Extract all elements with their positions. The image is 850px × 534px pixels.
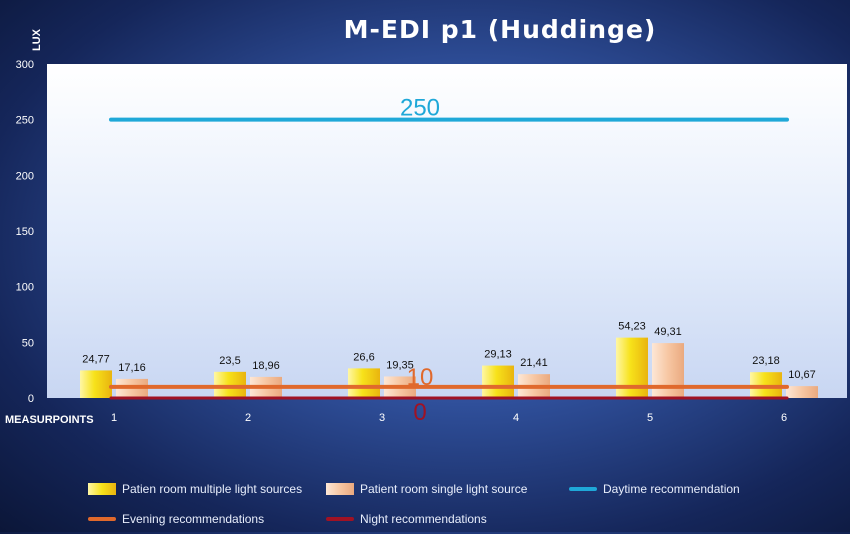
- x-tick-label: 3: [379, 412, 385, 424]
- data-label: 10,67: [788, 369, 816, 381]
- bar: [616, 337, 648, 398]
- legend-item-evening: Evening recommendations: [88, 512, 318, 526]
- chart-title: M-EDI p1 (Huddinge): [344, 15, 657, 44]
- reference-line-label: 0: [413, 399, 426, 426]
- data-label: 18,96: [252, 360, 280, 372]
- y-tick-label: 100: [16, 282, 34, 294]
- legend-item-daytime: Daytime recommendation: [569, 482, 740, 496]
- bar: [786, 386, 818, 398]
- x-axis-label: MEASURPOINTS: [5, 414, 94, 426]
- legend-item-multiple-light: Patien room multiple light sources: [88, 482, 318, 496]
- legend-label-daytime: Daytime recommendation: [603, 482, 740, 496]
- legend-item-night: Night recommendations: [326, 512, 487, 526]
- x-tick-label: 1: [111, 412, 117, 424]
- legend-label-multiple-light: Patien room multiple light sources: [122, 482, 303, 496]
- x-tick-label: 5: [647, 412, 653, 424]
- legend-label-night: Night recommendations: [360, 512, 487, 526]
- reference-line-label: 10: [407, 364, 434, 391]
- x-tick-label: 4: [513, 412, 519, 424]
- y-tick-label: 150: [16, 226, 34, 238]
- y-tick-label: 300: [16, 59, 34, 71]
- data-label: 26,6: [353, 351, 374, 363]
- x-tick-label: 2: [245, 412, 251, 424]
- data-label: 23,5: [219, 355, 240, 367]
- bar: [348, 368, 380, 398]
- legend-swatch-night: [326, 517, 354, 521]
- data-label: 23,18: [752, 355, 780, 367]
- legend: Patien room multiple light sources Patie…: [88, 474, 828, 534]
- legend-label-evening: Evening recommendations: [122, 512, 265, 526]
- legend-swatch-daytime: [569, 487, 597, 491]
- data-label: 49,31: [654, 326, 682, 338]
- y-tick-label: 50: [22, 337, 34, 349]
- data-label: 54,23: [618, 321, 646, 333]
- legend-swatch-multiple-light: [88, 483, 116, 495]
- legend-swatch-evening: [88, 517, 116, 521]
- data-label: 17,16: [118, 362, 146, 374]
- bars-group: 24,77 17,16 23,5 18,96 26,6 19,35 29,13 21,41 54…: [80, 321, 818, 398]
- y-tick-label: 250: [16, 115, 34, 127]
- bar: [652, 343, 684, 398]
- y-tick-label: 200: [16, 170, 34, 182]
- reference-lines-group: 250 10 0: [109, 95, 789, 426]
- x-axis-ticks: 1 2 3 4 5 6: [111, 412, 787, 424]
- legend-label-single-light: Patient room single light source: [360, 482, 528, 496]
- data-label: 21,41: [520, 357, 548, 369]
- y-tick-label: 0: [28, 393, 34, 405]
- y-axis-ticks: 0 50 100 150 200 250 300: [16, 59, 34, 405]
- plot-area: [47, 64, 847, 398]
- data-label: 24,77: [82, 353, 110, 365]
- legend-item-single-light: Patient room single light source: [326, 482, 561, 496]
- data-label: 29,13: [484, 349, 512, 361]
- y-axis-label: LUX: [31, 28, 43, 51]
- bar: [80, 370, 112, 398]
- bar: [482, 365, 514, 398]
- legend-swatch-single-light: [326, 483, 354, 495]
- reference-line-label: 250: [400, 95, 440, 122]
- data-label: 19,35: [386, 359, 414, 371]
- x-tick-label: 6: [781, 412, 787, 424]
